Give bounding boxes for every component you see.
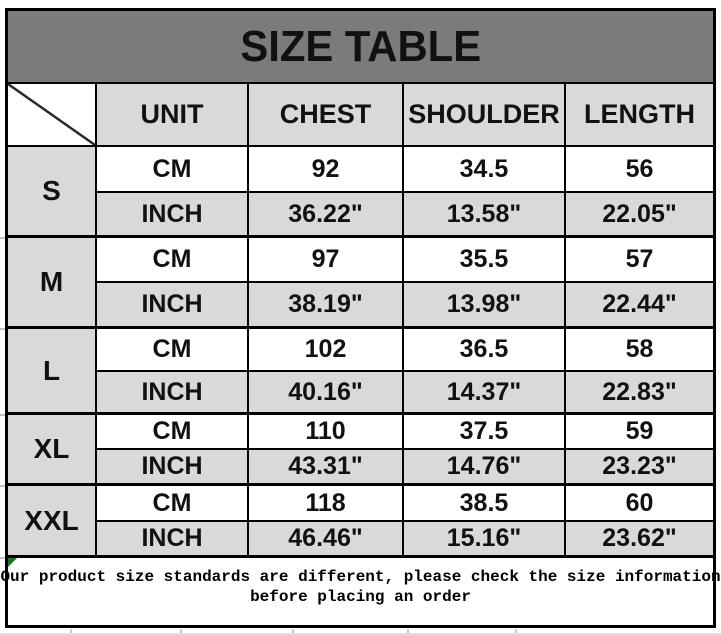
gridline-artifact	[0, 557, 5, 559]
value-cell-cm-length: 56	[566, 147, 713, 193]
value-cell-cm-shoulder: 34.5	[404, 147, 566, 193]
value-cell-cm-chest: 102	[249, 329, 404, 372]
value-cell-cm-chest: 110	[249, 415, 404, 450]
value-cell-inch-chest: 46.46"	[249, 522, 404, 558]
image-bottom-edge	[0, 633, 721, 635]
table-title: SIZE TABLE	[240, 21, 481, 71]
diagonal-line-icon	[8, 84, 95, 145]
value-cell-inch-shoulder: 13.58"	[404, 193, 566, 238]
size-cell-l: L	[8, 329, 97, 415]
value-cell-cm-chest: 92	[249, 147, 404, 193]
size-cell-xl: XL	[8, 415, 97, 486]
gridline-artifact	[0, 328, 5, 330]
corner-diagonal-cell	[8, 84, 97, 147]
value-cell-cm-length: 60	[566, 486, 713, 522]
gridline-artifact	[0, 485, 5, 487]
gridline-artifact	[0, 237, 5, 239]
value-cell-inch-shoulder: 14.37"	[404, 372, 566, 415]
unit-cell-cm: CM	[97, 329, 249, 372]
col-header-length: LENGTH	[566, 84, 713, 147]
value-cell-cm-shoulder: 38.5	[404, 486, 566, 522]
value-cell-inch-chest: 36.22"	[249, 193, 404, 238]
gridline-artifact	[407, 629, 409, 634]
col-header-shoulder: SHOULDER	[404, 84, 566, 147]
gridline-artifact	[180, 629, 182, 634]
value-cell-cm-shoulder: 35.5	[404, 238, 566, 283]
value-cell-inch-chest: 43.31"	[249, 450, 404, 486]
size-cell-xxl: XXL	[8, 486, 97, 558]
value-cell-inch-length: 22.44"	[566, 283, 713, 329]
note-line-2: before placing an order	[250, 588, 471, 606]
value-cell-cm-shoulder: 37.5	[404, 415, 566, 450]
value-cell-cm-length: 57	[566, 238, 713, 283]
value-cell-inch-shoulder: 13.98"	[404, 283, 566, 329]
value-cell-cm-chest: 97	[249, 238, 404, 283]
value-cell-inch-chest: 38.19"	[249, 283, 404, 329]
size-table-frame: SIZE TABLE Our product size standards ar…	[0, 8, 721, 628]
gridline-artifact	[0, 414, 5, 416]
value-cell-inch-chest: 40.16"	[249, 372, 404, 415]
size-cell-m: M	[8, 238, 97, 329]
unit-cell-inch: INCH	[97, 372, 249, 415]
gridline-artifact	[515, 629, 517, 634]
value-cell-cm-shoulder: 36.5	[404, 329, 566, 372]
unit-cell-cm: CM	[97, 147, 249, 193]
value-cell-inch-length: 23.23"	[566, 450, 713, 486]
unit-cell-cm: CM	[97, 486, 249, 522]
value-cell-inch-shoulder: 14.76"	[404, 450, 566, 486]
value-cell-cm-length: 59	[566, 415, 713, 450]
unit-cell-inch: INCH	[97, 193, 249, 238]
unit-cell-inch: INCH	[97, 522, 249, 558]
size-grid: Our product size standards are different…	[0, 84, 721, 625]
value-cell-cm-length: 58	[566, 329, 713, 372]
value-cell-inch-length: 22.83"	[566, 372, 713, 415]
note-cell: Our product size standards are different…	[0, 558, 721, 625]
unit-cell-inch: INCH	[97, 283, 249, 329]
col-header-unit: UNIT	[97, 84, 249, 147]
gridline-artifact	[70, 629, 72, 634]
value-cell-cm-chest: 118	[249, 486, 404, 522]
value-cell-inch-length: 23.62"	[566, 522, 713, 558]
unit-cell-cm: CM	[97, 238, 249, 283]
table-title-band: SIZE TABLE	[8, 11, 713, 84]
value-cell-inch-length: 22.05"	[566, 193, 713, 238]
unit-cell-inch: INCH	[97, 450, 249, 486]
gridline-artifact	[292, 629, 294, 634]
note-line-1: Our product size standards are different…	[0, 568, 721, 586]
unit-cell-cm: CM	[97, 415, 249, 450]
size-cell-s: S	[8, 147, 97, 238]
value-cell-inch-shoulder: 15.16"	[404, 522, 566, 558]
comment-marker-triangle-icon	[8, 558, 17, 567]
col-header-chest: CHEST	[249, 84, 404, 147]
